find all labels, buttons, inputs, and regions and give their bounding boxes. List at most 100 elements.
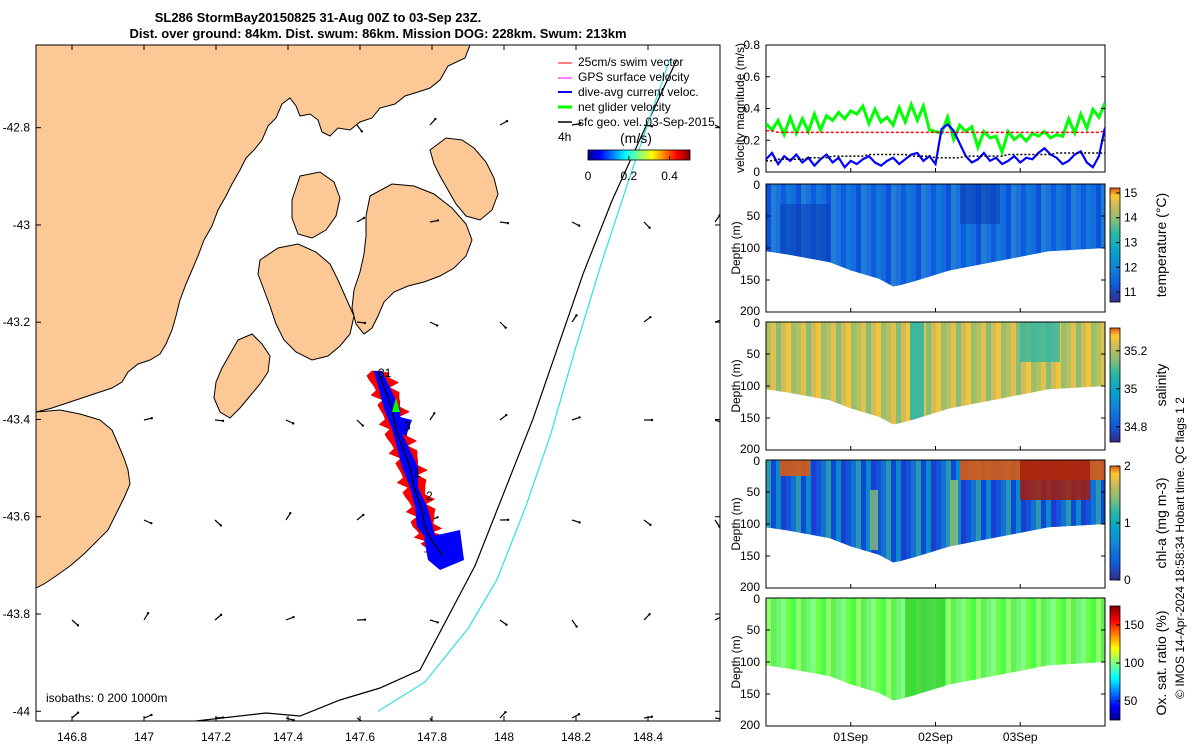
- section-streak: [826, 460, 831, 563]
- section-streak: [976, 322, 981, 425]
- section-streak: [981, 460, 986, 563]
- section-streak: [956, 322, 961, 425]
- geo-arrow-head: [650, 125, 654, 128]
- section-streak: [1001, 322, 1006, 425]
- section-y-tick-label: 50: [747, 209, 761, 223]
- isobaths-label: isobaths: 0 200 1000m: [46, 691, 167, 705]
- geo-arrow-head: [722, 718, 724, 720]
- section-streak: [831, 184, 836, 287]
- section-feature: [870, 490, 878, 550]
- section-streak: [816, 460, 821, 563]
- section-streak: [1036, 322, 1041, 425]
- velocity-series: [766, 100, 1105, 170]
- section-streak: [981, 184, 986, 287]
- section-streak: [1101, 322, 1105, 425]
- section-streak: [1076, 460, 1081, 563]
- section-streak: [1066, 598, 1071, 701]
- geo-arrow: [356, 321, 366, 324]
- geo-arrow-head: [76, 711, 80, 714]
- section-y-tick-label: 200: [740, 304, 760, 318]
- section-x-tick-label: 02Sep: [918, 730, 953, 744]
- isobath-200m: [195, 59, 678, 721]
- section-colorbar: [1109, 327, 1121, 443]
- map-y-tick-label: -43.4: [3, 412, 31, 426]
- map-y-ticks: -42.8 -43 -43.2 -43.4 -43.6 -43.8 -44: [3, 121, 720, 718]
- section-streak: [1091, 184, 1096, 287]
- section-streak: [1046, 322, 1051, 425]
- section-streak: [776, 598, 781, 701]
- section-streak: [966, 460, 971, 563]
- geo-arrow-head: [575, 625, 578, 628]
- geo-arrow: [429, 619, 438, 623]
- geo-arrow: [285, 419, 294, 424]
- section-streak: [1091, 598, 1096, 701]
- section-ylabel: Depth (m): [729, 497, 743, 550]
- section-streak: [1046, 184, 1051, 287]
- section-streak: [1081, 322, 1086, 425]
- section-streak: [966, 598, 971, 701]
- isobath-1000m: [377, 59, 671, 712]
- section-streak: [941, 184, 946, 287]
- map-x-tick-label: 147.2: [201, 730, 231, 744]
- section-streak: [861, 598, 866, 701]
- day-label-31: 31: [378, 366, 392, 380]
- section-streak: [1041, 322, 1046, 425]
- section-streak: [991, 460, 996, 563]
- section-streak: [1066, 322, 1071, 425]
- section-streak: [1071, 598, 1076, 701]
- section-streak: [946, 598, 951, 701]
- section-colorbar-label: chl-a (mg m-3): [1153, 477, 1169, 568]
- section-streak: [771, 460, 776, 563]
- section-streak: [966, 184, 971, 287]
- section-colorbar: [1109, 187, 1121, 303]
- geo-arrow-head: [721, 318, 723, 320]
- section-streak: [1021, 322, 1026, 425]
- section-streak: [866, 460, 871, 563]
- section-streak: [871, 598, 876, 701]
- section-streak: [986, 598, 991, 701]
- section-streak: [856, 184, 861, 287]
- geo-arrow: [714, 419, 720, 423]
- section-streak: [886, 184, 891, 287]
- section-y-tick-label: 50: [747, 347, 761, 361]
- geo-arrow-head: [436, 516, 439, 519]
- legend-gps: GPS surface velocity: [578, 70, 689, 84]
- geo-arrow: [285, 717, 294, 721]
- velocity-y-tick-label: 0: [753, 165, 760, 179]
- salinity-section: 0 50 100 150 200 Depth (m) 34.8 35 35.2 salinity: [729, 316, 1169, 456]
- section-streak: [1021, 598, 1026, 701]
- geo-arrow-head: [505, 119, 509, 123]
- geo-arrow-head: [150, 713, 153, 717]
- section-streak: [971, 184, 976, 287]
- section-streak: [926, 322, 931, 425]
- map-x-tick-label: 147.8: [417, 730, 447, 744]
- section-streak: [901, 322, 906, 425]
- section-streak: [841, 322, 846, 425]
- section-streak: [766, 322, 771, 425]
- section-streak: [1066, 460, 1071, 563]
- geo-arrow: [571, 315, 577, 323]
- section-y-tick-label: 150: [740, 549, 760, 563]
- section-streak: [801, 598, 806, 701]
- geo-arrow: [143, 612, 149, 621]
- geo-arrow: [714, 519, 720, 527]
- section-cb-tick-label: 0: [1124, 573, 1131, 587]
- section-streak: [961, 184, 966, 287]
- section-streak: [836, 184, 841, 287]
- section-streak: [951, 322, 956, 425]
- geo-arrow: [214, 519, 222, 526]
- velocity-y-tick-label: 0.8: [743, 38, 760, 52]
- section-streak: [1071, 322, 1076, 425]
- section-y-tick-label: 100: [740, 517, 760, 531]
- geo-arrow-head: [650, 418, 654, 422]
- section-streak: [776, 184, 781, 287]
- geo-arrow: [499, 221, 509, 224]
- geo-arrow-head: [433, 412, 436, 415]
- legend-net: net glider velocity: [578, 100, 671, 114]
- geo-arrow: [356, 419, 364, 426]
- section-streak: [896, 184, 901, 287]
- section-streak: [971, 322, 976, 425]
- section-streak: [786, 322, 791, 425]
- section-feature: [950, 480, 958, 560]
